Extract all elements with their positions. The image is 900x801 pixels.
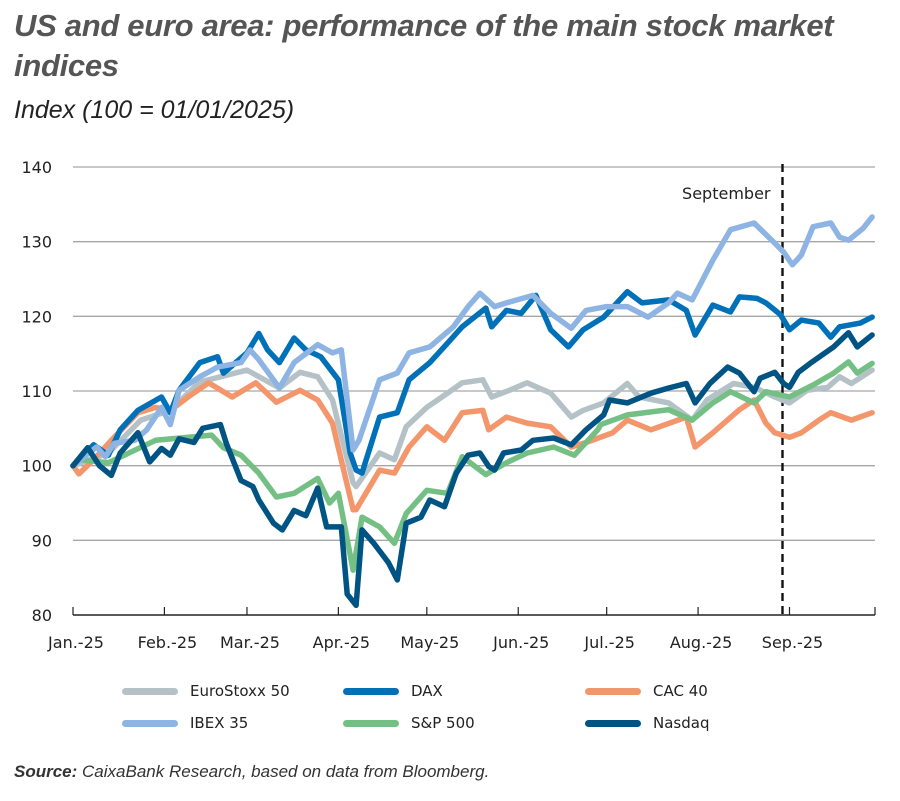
- legend-item: DAX: [343, 682, 443, 700]
- legend: EuroStoxx 50 DAX CAC 40 IBEX 35 S&P 500 Nasda…: [0, 682, 900, 742]
- legend-label: S&P 500: [411, 714, 475, 732]
- x-tick-label: Jan.-25: [47, 633, 104, 652]
- x-tick-label: Jun.-25: [492, 633, 549, 652]
- y-tick-label: 140: [21, 158, 52, 177]
- x-tick-label: Jul.-25: [583, 633, 635, 652]
- legend-label: IBEX 35: [190, 714, 249, 732]
- september-annotation: September: [682, 184, 771, 203]
- x-tick-label: May-25: [400, 633, 459, 652]
- y-tick-label: 130: [21, 233, 52, 252]
- legend-swatch: [343, 719, 399, 727]
- legend-item: Nasdaq: [585, 714, 709, 732]
- x-tick-label: Mar.-25: [220, 633, 280, 652]
- legend-label: DAX: [411, 682, 443, 700]
- source-label: Source:: [14, 762, 78, 781]
- legend-swatch: [122, 719, 178, 727]
- series-line-cac-40: [70, 380, 875, 513]
- series-line-dax: [70, 288, 875, 476]
- legend-swatch: [122, 687, 178, 695]
- y-tick-label: 100: [21, 457, 52, 476]
- legend-swatch: [343, 687, 399, 695]
- legend-label: EuroStoxx 50: [190, 682, 290, 700]
- legend-item: S&P 500: [343, 714, 475, 732]
- x-tick-label: Feb.-25: [138, 633, 198, 652]
- series-line-s-p-500: [70, 359, 875, 573]
- source-note: Source: CaixaBank Research, based on dat…: [14, 762, 489, 782]
- legend-label: Nasdaq: [653, 714, 710, 732]
- legend-swatch: [585, 719, 641, 727]
- series-line-nasdaq: [70, 330, 875, 609]
- legend-item: EuroStoxx 50: [122, 682, 290, 700]
- y-tick-label: 80: [32, 606, 52, 625]
- source-text: CaixaBank Research, based on data from B…: [82, 762, 490, 781]
- y-tick-label: 120: [21, 307, 52, 326]
- series-line-ibex-35: [70, 214, 875, 469]
- legend-swatch: [585, 687, 641, 695]
- line-chart: 80 90 100 110 120 130 140 Jan.-25 Feb.-25 Mar.-25…: [21, 158, 876, 652]
- legend-item: IBEX 35: [122, 714, 248, 732]
- chart-subtitle: Index (100 = 01/01/2025): [14, 96, 295, 124]
- chart-title: US and euro area: performance of the mai…: [14, 8, 834, 83]
- legend-item: CAC 40: [585, 682, 708, 700]
- y-tick-label: 90: [32, 531, 52, 550]
- x-tick-label: Aug.-25: [670, 633, 732, 652]
- legend-label: CAC 40: [653, 682, 708, 700]
- x-tick-label: Apr.-25: [313, 633, 370, 652]
- x-tick-label: Sep.-25: [762, 633, 823, 652]
- y-tick-label: 110: [21, 382, 52, 401]
